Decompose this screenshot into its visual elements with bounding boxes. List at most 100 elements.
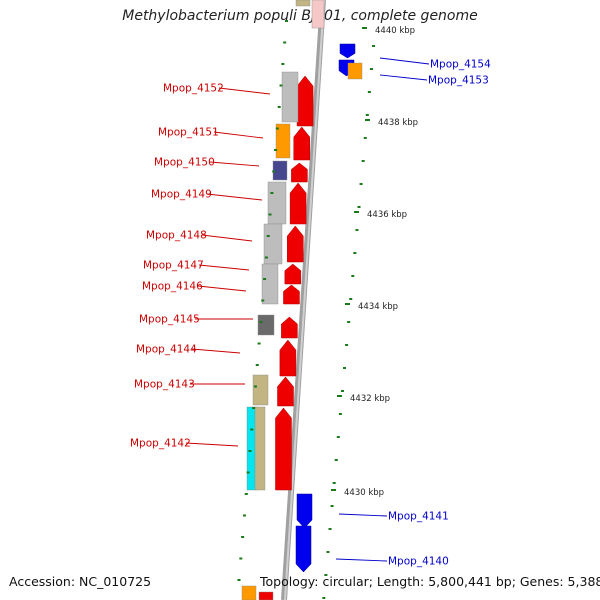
green-tick xyxy=(330,505,334,507)
scale-tick xyxy=(337,395,342,397)
green-tick xyxy=(328,528,332,530)
scale-label: 4430 kbp xyxy=(344,488,384,498)
feature-box xyxy=(258,591,274,600)
leader-line xyxy=(338,513,388,517)
scale-label: 4438 kbp xyxy=(378,118,418,128)
feature-box xyxy=(257,314,275,336)
leader-line xyxy=(209,161,260,167)
gene-label-mpop_4153: Mpop_4153 xyxy=(428,75,489,87)
green-tick xyxy=(361,160,365,162)
green-tick xyxy=(357,206,361,208)
topology-text: Topology: circular; Length: 5,800,441 bp… xyxy=(260,574,600,589)
forward-cds-arrow xyxy=(277,376,294,407)
leader-line xyxy=(213,131,264,139)
scale-label: 4436 kbp xyxy=(367,210,407,220)
reverse-cds-arrow xyxy=(296,493,313,529)
green-tick xyxy=(372,45,375,47)
green-tick xyxy=(355,229,359,231)
green-tick xyxy=(338,413,342,415)
forward-cds-arrow xyxy=(279,339,297,377)
green-tick xyxy=(326,551,330,553)
green-tick xyxy=(343,367,347,369)
gene-label-mpop_4150: Mpop_4150 xyxy=(154,157,215,169)
green-tick xyxy=(367,91,371,93)
green-tick xyxy=(283,41,287,44)
green-tick xyxy=(349,298,353,300)
map-title: Methylobacterium populi BJ001, complete … xyxy=(122,8,478,24)
green-tick xyxy=(244,493,248,495)
feature-box xyxy=(281,71,299,123)
scale-tick xyxy=(354,211,359,213)
leader-line xyxy=(379,74,428,81)
green-tick xyxy=(253,385,257,388)
leader-line xyxy=(206,193,263,201)
green-tick xyxy=(322,597,326,599)
gene-label-mpop_4151: Mpop_4151 xyxy=(158,127,219,139)
leader-line xyxy=(379,57,430,65)
green-tick xyxy=(270,192,274,194)
gene-label-mpop_4143: Mpop_4143 xyxy=(134,379,195,391)
green-tick xyxy=(257,342,261,345)
scale-tick xyxy=(365,119,370,121)
green-tick xyxy=(259,321,263,323)
forward-cds-arrow xyxy=(289,182,307,225)
green-tick xyxy=(281,63,285,65)
gene-label-mpop_4146: Mpop_4146 xyxy=(142,281,203,293)
gene-label-mpop_4154: Mpop_4154 xyxy=(430,59,491,71)
gene-label-mpop_4152: Mpop_4152 xyxy=(163,83,224,95)
scale-tick xyxy=(362,27,367,29)
green-tick xyxy=(334,459,338,461)
leader-line xyxy=(191,348,241,354)
forward-cds-arrow xyxy=(284,263,302,285)
green-tick xyxy=(246,471,250,474)
feature-box xyxy=(267,181,287,225)
green-tick xyxy=(365,114,369,116)
green-tick xyxy=(277,106,281,108)
feature-box xyxy=(275,123,291,159)
leader-line xyxy=(335,558,388,562)
green-tick xyxy=(266,235,270,237)
gene-label-mpop_4140: Mpop_4140 xyxy=(388,556,449,568)
feature-box xyxy=(295,0,311,7)
green-tick xyxy=(268,213,272,216)
green-tick xyxy=(242,514,246,517)
green-tick xyxy=(241,536,245,538)
feature-box xyxy=(254,406,266,491)
reverse-cds-arrow xyxy=(339,43,356,59)
gene-label-mpop_4148: Mpop_4148 xyxy=(146,230,207,242)
forward-cds-arrow xyxy=(296,75,314,127)
green-tick xyxy=(248,450,252,452)
green-tick xyxy=(345,344,349,346)
scale-label: 4440 kbp xyxy=(375,26,415,36)
scale-label: 4432 kbp xyxy=(350,394,390,404)
green-tick xyxy=(264,256,268,259)
scale-tick xyxy=(345,303,350,305)
green-tick xyxy=(275,127,279,130)
green-tick xyxy=(272,170,276,173)
green-tick xyxy=(279,84,283,87)
green-tick xyxy=(363,137,367,139)
green-tick xyxy=(340,390,344,392)
forward-cds-arrow xyxy=(293,126,310,161)
accession-text: Accession: NC_010725 xyxy=(9,574,152,589)
forward-cds-arrow xyxy=(275,407,292,491)
forward-cds-arrow xyxy=(287,225,304,263)
gene-label-mpop_4144: Mpop_4144 xyxy=(136,344,197,356)
green-tick xyxy=(239,557,243,560)
gene-label-mpop_4149: Mpop_4149 xyxy=(151,189,212,201)
feature-box xyxy=(347,62,363,80)
gene-label-mpop_4147: Mpop_4147 xyxy=(143,260,204,272)
gene-label-mpop_4145: Mpop_4145 xyxy=(139,314,200,326)
green-tick xyxy=(347,321,351,323)
forward-cds-arrow xyxy=(291,162,308,183)
green-tick xyxy=(237,579,241,581)
scale-tick xyxy=(331,489,336,491)
green-tick xyxy=(285,20,288,22)
green-tick xyxy=(359,183,363,185)
leader-line xyxy=(218,87,271,95)
green-tick xyxy=(324,574,328,576)
feature-box xyxy=(261,263,279,305)
green-tick xyxy=(250,428,254,431)
